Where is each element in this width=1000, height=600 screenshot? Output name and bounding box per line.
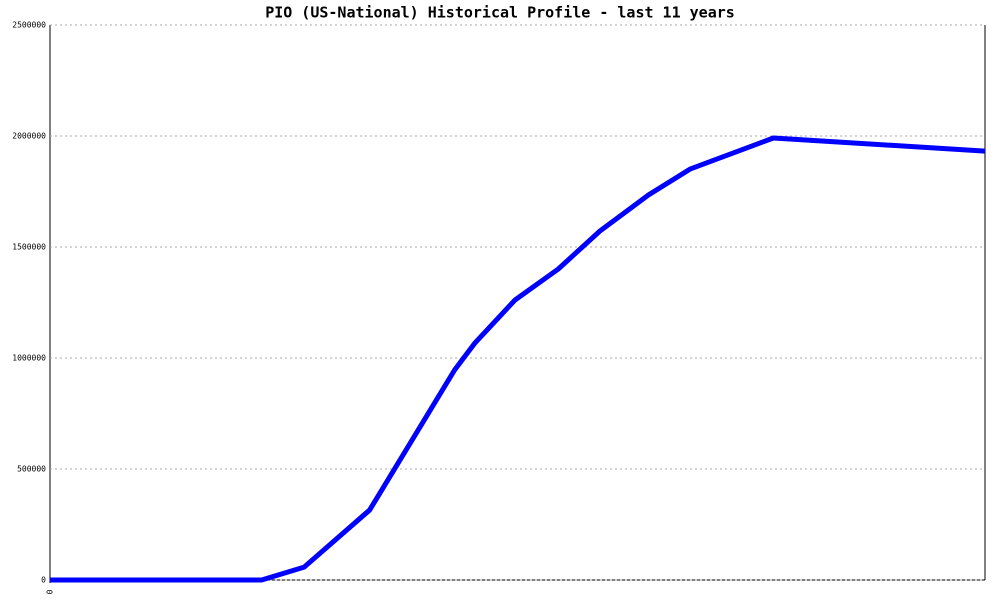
y-tick-label: 0 [41, 576, 46, 585]
chart-title: PIO (US-National) Historical Profile - l… [265, 4, 735, 22]
y-tick-label: 1000000 [12, 354, 46, 363]
y-tick-label: 500000 [17, 465, 46, 474]
data-line [50, 135, 986, 583]
y-tick-label: 1500000 [12, 243, 46, 252]
y-tick-label: 2500000 [12, 21, 46, 30]
x-tick-label: 0 [46, 589, 55, 594]
y-tick-label: 2000000 [12, 132, 46, 141]
